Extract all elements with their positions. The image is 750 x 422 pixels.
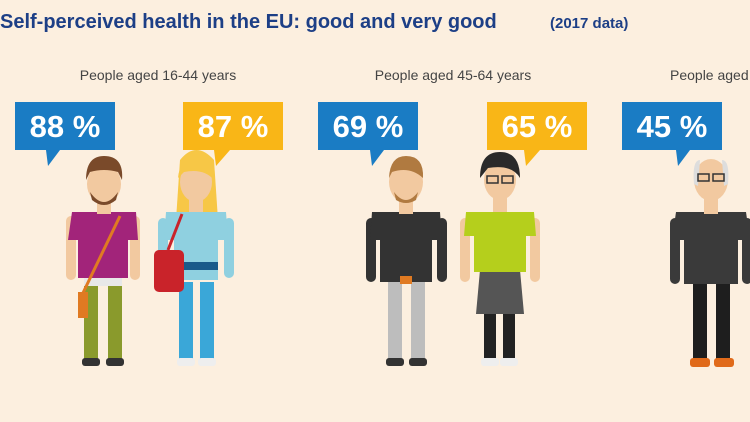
person-shape xyxy=(487,102,587,166)
person-shape xyxy=(200,282,214,360)
person-shape xyxy=(411,282,425,360)
person-shape xyxy=(493,196,507,212)
person-shape xyxy=(108,282,122,360)
person-shape xyxy=(501,175,514,184)
group-label: People aged xyxy=(670,67,749,83)
person-shape xyxy=(694,159,728,201)
person-shape xyxy=(90,192,118,205)
percent: 69 % xyxy=(333,109,404,144)
person-shape xyxy=(68,212,138,278)
person-shape xyxy=(179,282,193,360)
person xyxy=(460,152,540,366)
person-shape xyxy=(503,300,515,360)
percent: 65 % xyxy=(502,109,573,144)
person-shape xyxy=(697,173,710,182)
person-shape xyxy=(178,157,214,180)
bubble: 45 % xyxy=(622,102,722,166)
bubble: 87 % xyxy=(183,102,283,166)
person xyxy=(366,156,447,366)
bubble: 69 % xyxy=(318,102,418,166)
person-shape xyxy=(672,212,750,284)
person-shape xyxy=(87,164,121,204)
person-shape xyxy=(84,276,122,286)
person-shape xyxy=(154,250,184,292)
person-shape xyxy=(106,358,124,366)
person xyxy=(66,156,140,366)
person-shape xyxy=(198,358,216,366)
person-shape xyxy=(704,198,718,214)
person-shape xyxy=(166,213,184,251)
person-shape xyxy=(400,276,412,284)
person-shape xyxy=(80,215,122,296)
person xyxy=(154,150,234,366)
person xyxy=(670,159,750,367)
person-shape xyxy=(15,102,115,166)
person-shape xyxy=(484,300,496,360)
person-shape xyxy=(500,358,518,366)
person-shape xyxy=(389,156,424,178)
person-shape xyxy=(388,282,402,360)
bubble: 88 % xyxy=(15,102,115,166)
person-shape xyxy=(690,358,710,367)
bubble: 65 % xyxy=(487,102,587,166)
percent: 88 % xyxy=(30,109,101,144)
person-shape xyxy=(386,358,404,366)
person-shape xyxy=(714,358,734,367)
title: Self-perceived health in the EU: good an… xyxy=(0,11,497,33)
person-shape xyxy=(318,102,418,166)
percent: 87 % xyxy=(198,109,269,144)
person-shape xyxy=(476,270,524,314)
person-shape xyxy=(86,156,123,180)
person-shape xyxy=(712,173,725,182)
person-shape xyxy=(716,282,730,360)
person-shape xyxy=(486,175,499,184)
person-shape xyxy=(176,262,218,270)
group-label: People aged 45-64 years xyxy=(375,67,531,83)
person-shape xyxy=(484,160,516,200)
person-shape xyxy=(183,102,283,166)
percent: 45 % xyxy=(637,109,708,144)
person-shape xyxy=(481,358,499,366)
person-shape xyxy=(177,358,195,366)
person-shape xyxy=(622,102,722,166)
person-shape xyxy=(693,160,729,186)
person-shape xyxy=(370,212,442,282)
person-shape xyxy=(693,282,707,360)
person-shape xyxy=(82,358,100,366)
person-shape xyxy=(394,192,418,203)
group-label: People aged 16-44 years xyxy=(80,67,236,83)
person-shape xyxy=(78,292,88,318)
person-shape xyxy=(480,152,520,178)
subtitle: (2017 data) xyxy=(550,15,628,32)
person-shape xyxy=(464,212,536,272)
person-shape xyxy=(409,358,427,366)
